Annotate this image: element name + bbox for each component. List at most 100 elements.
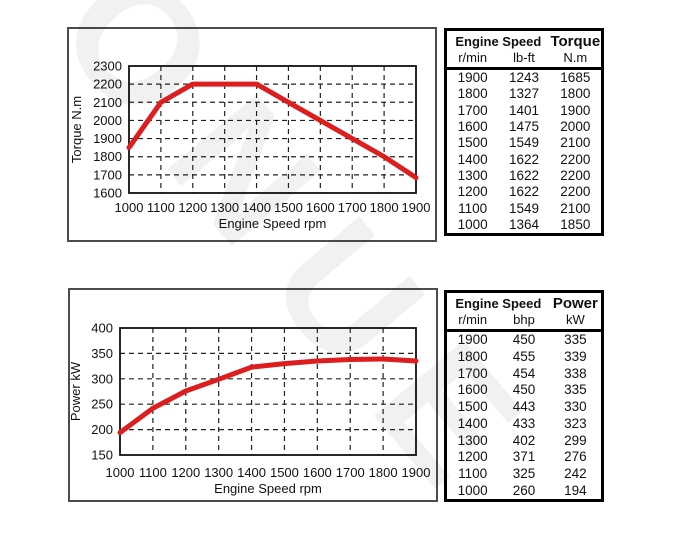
svg-text:350: 350	[91, 346, 113, 361]
table-row: 1400 1622 2200	[447, 152, 601, 168]
table-cell: 1700	[457, 102, 488, 118]
table-cell: 335	[564, 382, 587, 398]
svg-text:1800: 1800	[369, 465, 398, 480]
torque-table: Engine Speed Torque r/min lb-ft N.m 1900…	[444, 28, 604, 236]
svg-text:1800: 1800	[370, 200, 399, 215]
svg-text:Torque N.m: Torque N.m	[69, 96, 84, 163]
table-row: 1100 325 242	[447, 466, 601, 483]
table-cell: 402	[512, 432, 536, 448]
table-cell: 1300	[457, 432, 488, 448]
table-cell: 1549	[508, 200, 540, 216]
table-row: 1600 450 335	[447, 382, 601, 399]
table-cell: 1500	[457, 135, 488, 151]
table-cell: 1000	[457, 482, 488, 498]
table-cell: 371	[512, 449, 536, 465]
torque-header: Torque	[550, 33, 601, 50]
table-row: 1900 1243 1685	[447, 69, 601, 87]
torque-table-body: 1900 1243 1685 1800 1327 1800 1700 1401 1900 1600…	[447, 69, 601, 234]
svg-text:1600: 1600	[303, 465, 332, 480]
table-cell: 2200	[560, 151, 591, 167]
table-cell: 1327	[508, 86, 540, 102]
table-cell: 1100	[458, 465, 488, 481]
unit-rpm: r/min	[447, 50, 499, 70]
table-cell: 1364	[508, 216, 540, 232]
svg-text:1600: 1600	[306, 200, 335, 215]
svg-text:1000: 1000	[115, 200, 144, 215]
table-cell: 2000	[560, 119, 591, 135]
svg-text:1500: 1500	[274, 200, 303, 215]
unit-kw: kW	[549, 312, 601, 332]
svg-text:1200: 1200	[178, 200, 207, 215]
table-cell: 2100	[560, 200, 591, 216]
table-cell: 1000	[457, 216, 488, 232]
table-row: 1100 1549 2100	[447, 200, 601, 216]
table-cell: 339	[564, 349, 587, 365]
table-row: 1200 1622 2200	[447, 184, 601, 200]
torque-table-header: Engine Speed Torque r/min lb-ft N.m	[447, 31, 601, 70]
table-cell: 1622	[508, 151, 540, 167]
svg-text:1000: 1000	[106, 465, 135, 480]
table-cell: 1685	[560, 70, 591, 86]
table-cell: 194	[564, 482, 587, 498]
table-cell: 1600	[457, 382, 488, 398]
svg-text:1400: 1400	[242, 200, 271, 215]
table-cell: 1900	[560, 102, 591, 118]
table-row: 1300 402 299	[447, 432, 601, 449]
table-cell: 443	[512, 399, 536, 415]
power-chart: 150 200 250 300 350 400 1000 1100 1200 1300 1400 15…	[70, 321, 431, 497]
table-cell: 335	[564, 332, 587, 348]
svg-text:2200: 2200	[93, 77, 122, 92]
svg-text:1800: 1800	[93, 149, 122, 164]
svg-text:300: 300	[91, 371, 113, 386]
table-cell: 325	[512, 465, 536, 481]
table-cell: 1549	[508, 135, 540, 151]
svg-text:2100: 2100	[93, 95, 122, 110]
power-header: Power	[552, 295, 598, 312]
table-cell: 1800	[560, 86, 591, 102]
svg-text:1100: 1100	[147, 200, 175, 215]
svg-text:1500: 1500	[270, 465, 299, 480]
svg-text:1400: 1400	[237, 465, 266, 480]
table-cell: 260	[512, 482, 536, 498]
svg-text:1200: 1200	[171, 465, 200, 480]
table-row: 1800 1327 1800	[447, 86, 601, 102]
table-cell: 2200	[560, 184, 591, 200]
table-cell: 455	[512, 349, 536, 365]
unit-lbft: lb-ft	[498, 50, 550, 70]
table-cell: 338	[564, 365, 587, 381]
power-table: Engine Speed Power r/min bhp kW 1900 450 3…	[444, 290, 604, 502]
table-cell: 323	[564, 415, 587, 431]
table-cell: 1800	[457, 86, 488, 102]
svg-text:250: 250	[91, 397, 113, 412]
table-cell: 454	[512, 365, 536, 381]
table-cell: 330	[564, 399, 587, 415]
power-table-body: 1900 450 335 1800 455 339 1700 454 338 1600 450 335…	[447, 331, 601, 500]
svg-text:1300: 1300	[210, 200, 239, 215]
table-cell: 1401	[508, 102, 540, 118]
svg-text:1900: 1900	[402, 200, 431, 215]
table-row: 1800 455 339	[447, 349, 601, 366]
svg-text:400: 400	[91, 321, 113, 336]
svg-text:1900: 1900	[93, 131, 122, 146]
svg-text:150: 150	[91, 448, 113, 463]
svg-text:1700: 1700	[338, 200, 367, 215]
table-cell: 2200	[560, 167, 591, 183]
table-row: 1700 454 338	[447, 365, 601, 382]
table-cell: 1800	[457, 349, 488, 365]
table-cell: 1850	[560, 216, 591, 232]
table-row: 1700 1401 1900	[447, 103, 601, 119]
table-cell: 1622	[508, 184, 540, 200]
table-cell: 2100	[560, 135, 591, 151]
power-chart-panel: 150 200 250 300 350 400 1000 1100 1200 1300 1400 15…	[68, 288, 438, 502]
table-cell: 433	[512, 415, 536, 431]
table-cell: 1300	[457, 167, 488, 183]
svg-text:Engine Speed rpm: Engine Speed rpm	[214, 481, 322, 496]
power-table-header: Engine Speed Power r/min bhp kW	[447, 293, 601, 332]
table-row: 1300 1622 2200	[447, 168, 601, 184]
table-row: 1400 433 323	[447, 416, 601, 433]
table-cell: 1900	[457, 70, 488, 86]
table-cell: 1200	[457, 449, 488, 465]
table-cell: 242	[564, 465, 587, 481]
svg-text:1900: 1900	[402, 465, 431, 480]
